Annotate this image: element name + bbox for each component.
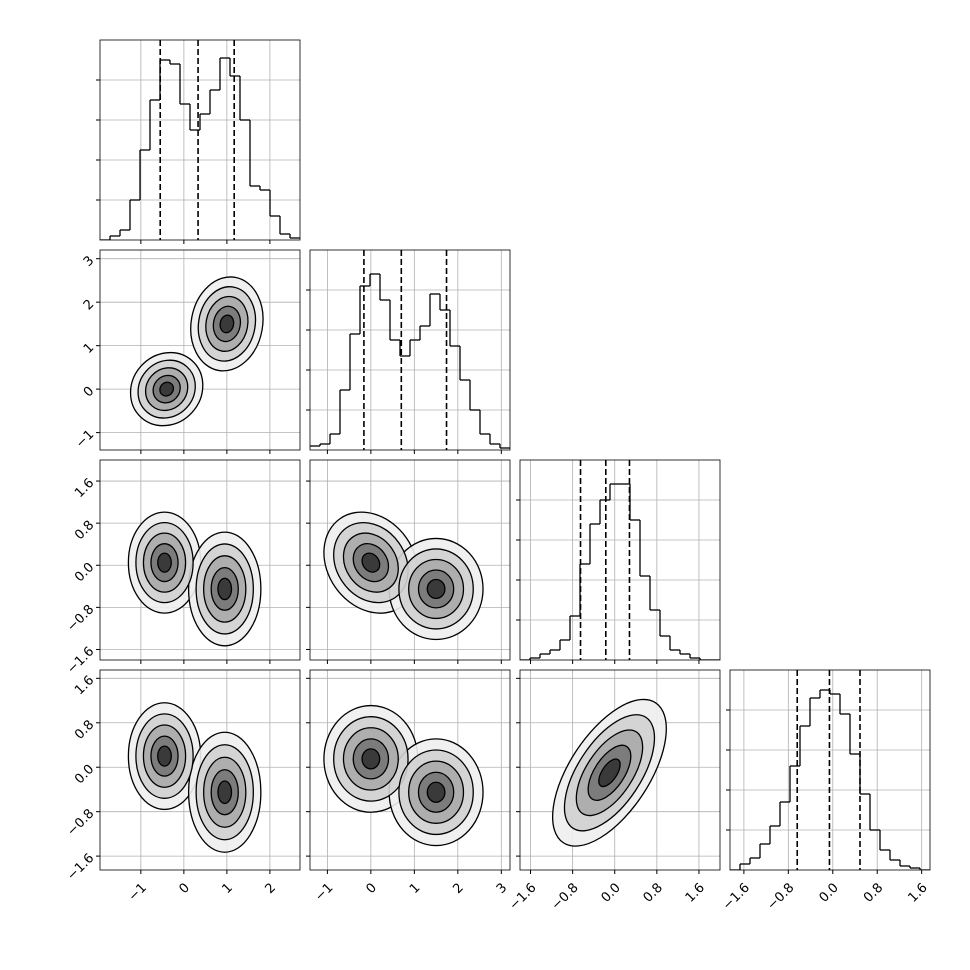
x-tick-label: 0.8 — [861, 880, 886, 905]
y-tick-label: 0.0 — [72, 560, 97, 585]
panel — [100, 460, 300, 660]
y-tick-label: −0.8 — [64, 602, 97, 635]
density-contour — [219, 314, 235, 334]
x-tick-label: −0.8 — [764, 880, 797, 913]
panel-frame — [309, 249, 511, 451]
panel — [100, 670, 300, 870]
x-tick-label: 3 — [494, 880, 510, 896]
panel-frame — [99, 669, 301, 871]
panel — [100, 40, 300, 240]
density-contour — [426, 578, 446, 600]
x-tick-label: −1.6 — [720, 880, 753, 913]
y-tick-label: 0.0 — [72, 762, 97, 787]
y-tick-label: −1.6 — [64, 644, 97, 677]
y-tick-label: −0.8 — [64, 806, 97, 839]
panel-frame — [99, 249, 301, 451]
y-tick-label: 1 — [81, 340, 97, 356]
x-tick-label: 0.0 — [817, 880, 842, 905]
density-contour — [598, 758, 621, 788]
panel-frame — [99, 39, 301, 241]
x-tick-label: 1 — [407, 880, 423, 896]
x-tick-label: 0 — [176, 880, 192, 896]
y-tick-label: 0.8 — [72, 518, 97, 543]
x-tick-label: −1.6 — [507, 880, 540, 913]
panel — [310, 460, 510, 660]
panel — [310, 670, 510, 870]
panel-frame — [519, 669, 721, 871]
density-contour — [157, 552, 172, 573]
density-contour — [217, 577, 233, 601]
panel-frame — [99, 459, 301, 661]
x-tick-label: −0.8 — [549, 880, 582, 913]
x-tick-label: 2 — [450, 880, 466, 896]
panel-frame — [729, 669, 931, 871]
x-tick-label: 0.0 — [599, 880, 624, 905]
density-contour — [217, 780, 233, 805]
panel — [100, 250, 300, 450]
y-tick-label: −1.6 — [64, 851, 97, 884]
x-tick-label: 1.6 — [905, 880, 930, 905]
panel-frame — [309, 669, 511, 871]
panel-frame — [309, 459, 511, 661]
x-tick-label: 2 — [262, 880, 278, 896]
panel — [730, 670, 930, 870]
density-contour — [159, 381, 175, 397]
x-tick-label: −1 — [312, 880, 336, 904]
y-tick-label: 1.6 — [72, 673, 97, 698]
panel — [520, 460, 720, 660]
y-tick-label: 1.6 — [72, 476, 97, 501]
density-contour — [361, 748, 381, 770]
panel-frame — [519, 459, 721, 661]
y-tick-label: 2 — [81, 297, 97, 313]
x-tick-label: 0.8 — [641, 880, 666, 905]
y-tick-label: 0 — [81, 384, 97, 400]
panel — [520, 670, 720, 870]
y-tick-label: 3 — [81, 253, 97, 269]
panel — [310, 250, 510, 450]
density-contour — [426, 781, 446, 803]
y-tick-label: 0.8 — [72, 717, 97, 742]
x-tick-label: 0 — [363, 880, 379, 896]
x-tick-label: 1.6 — [683, 880, 708, 905]
density-contour — [157, 745, 172, 767]
x-tick-label: −1 — [126, 880, 150, 904]
density-contour — [361, 552, 381, 573]
y-tick-label: −1 — [73, 427, 97, 451]
x-tick-label: 1 — [219, 880, 235, 896]
